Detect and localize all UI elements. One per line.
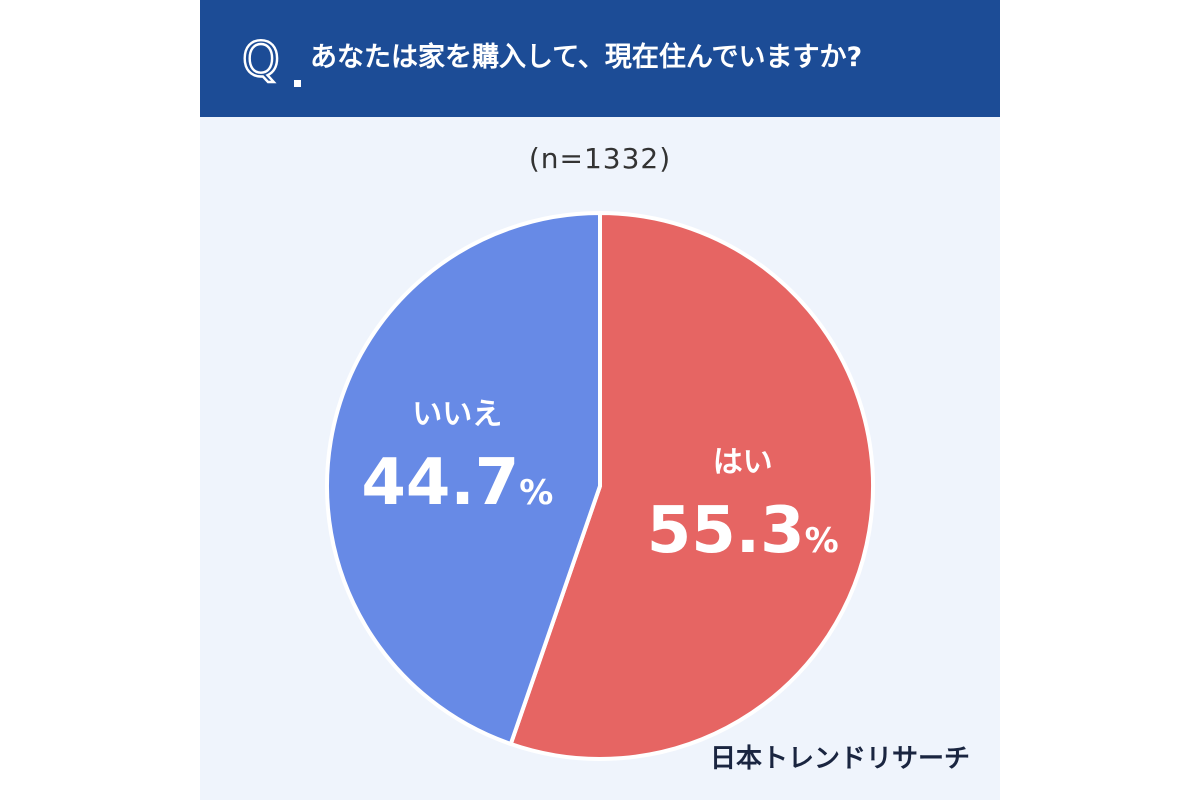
- pie-chart: はい 55.3% いいえ 44.7%: [325, 211, 875, 761]
- q-badge-icon: Q: [241, 31, 301, 89]
- survey-card: Q あなたは家を購入して、現在住んでいますか? (n=1332) はい 55.3%…: [200, 0, 1000, 800]
- slice-value-1: 44.7%: [361, 446, 553, 520]
- q-letter: Q: [242, 32, 280, 88]
- pie-slice-1: [325, 211, 602, 747]
- brand-logo: 日本トレンドリサーチ: [709, 744, 970, 774]
- slice-label-0: はい: [713, 445, 773, 480]
- slice-label-1: いいえ: [412, 397, 502, 432]
- slice-value-0: 55.3%: [647, 494, 839, 568]
- q-dot: [294, 80, 301, 87]
- question-header: Q あなたは家を購入して、現在住んでいますか?: [200, 0, 1000, 117]
- sample-size: (n=1332): [528, 142, 672, 175]
- question-text: あなたは家を購入して、現在住んでいますか?: [310, 42, 863, 73]
